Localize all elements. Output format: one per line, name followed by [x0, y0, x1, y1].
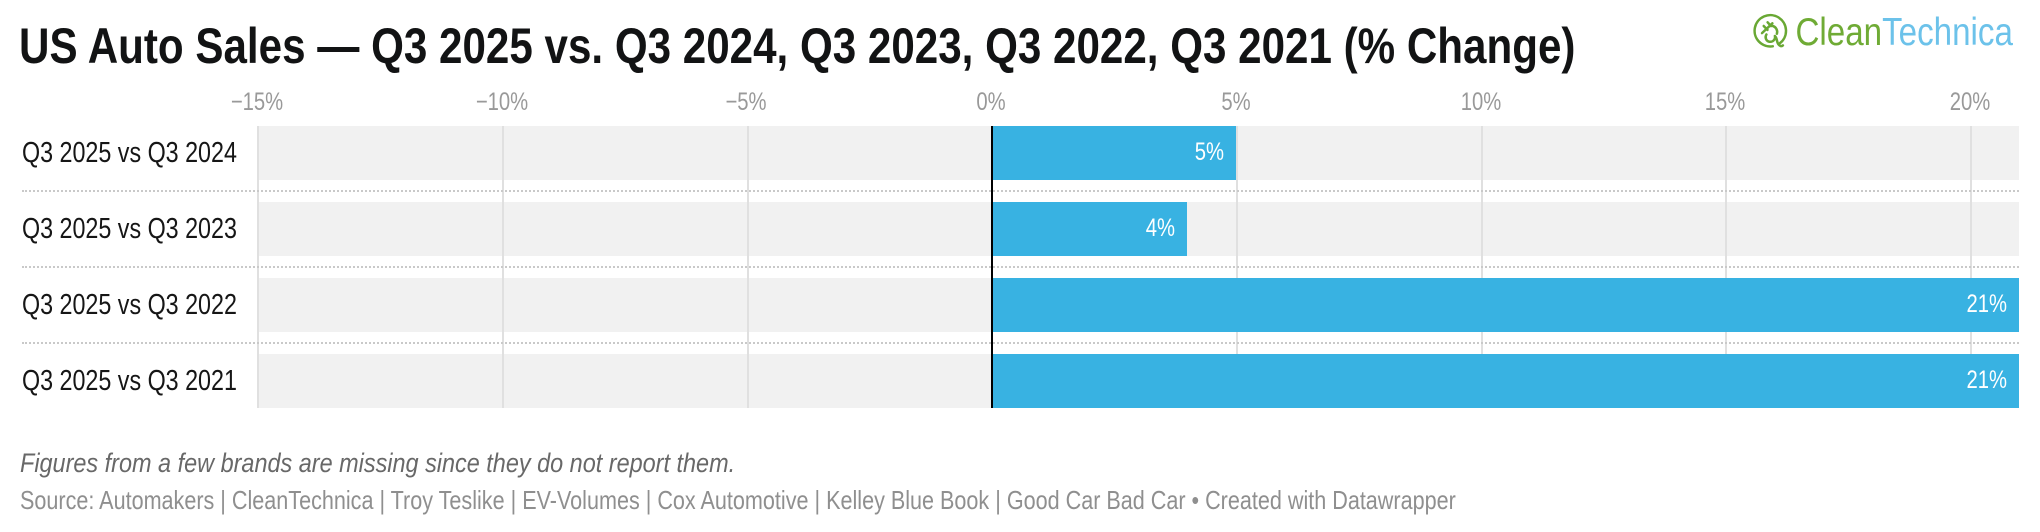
svg-text:CleanTechnica: CleanTechnica: [1796, 9, 2014, 53]
